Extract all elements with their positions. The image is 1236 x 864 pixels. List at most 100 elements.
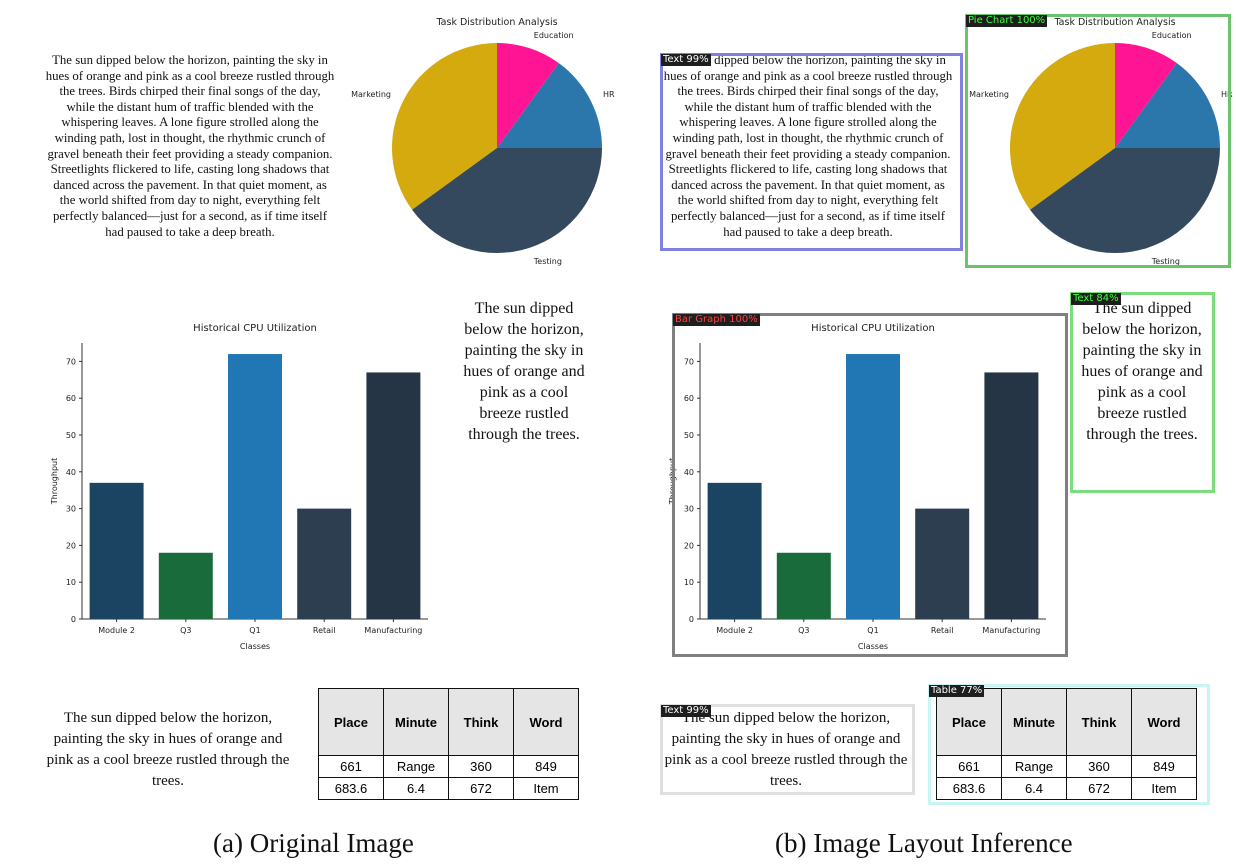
table-row: 683.6 6.4 672 Item — [936, 777, 1197, 800]
detection-label: Text 84% — [1071, 293, 1121, 305]
bar — [915, 508, 970, 619]
pie-label: Education — [534, 31, 574, 40]
x-tick-label: Manufacturing — [364, 626, 422, 635]
bar — [707, 482, 762, 619]
table-header-cell: Minute — [1001, 688, 1067, 756]
x-tick-label: Q3 — [798, 626, 809, 635]
original-image-panel: The sun dipped below the horizon, painti… — [0, 0, 618, 830]
x-axis-label: Classes — [858, 642, 888, 651]
table-cell: 672 — [1066, 777, 1132, 800]
y-tick-label: 30 — [684, 505, 694, 514]
y-tick-label: 30 — [66, 505, 76, 514]
pie-slice — [392, 43, 497, 210]
pie-slice — [412, 148, 602, 254]
y-tick-label: 70 — [66, 357, 76, 366]
y-tick-label: 20 — [684, 541, 694, 550]
pie-slice — [1115, 63, 1220, 148]
table-header-cell: Word — [513, 688, 579, 756]
short-paragraph-bottom: The sun dipped below the horizon, painti… — [664, 710, 908, 789]
table-cell: 849 — [513, 755, 579, 778]
data-table: Place Minute Think Word 661 Range 360 849 683.6 6… — [936, 688, 1197, 800]
table-cell: 683.6 — [936, 777, 1002, 800]
detection-box-text-right: Text 84% — [1070, 292, 1215, 493]
pie-label: Testing — [533, 257, 562, 266]
long-paragraph: The sun dipped below the horizon, painti… — [663, 53, 953, 239]
x-tick-label: Q3 — [180, 626, 191, 635]
bar-title: Historical CPU Utilization — [811, 323, 935, 334]
short-paragraph-right: The sun dipped below the horizon, painti… — [1081, 300, 1203, 443]
table-header-cell: Think — [1066, 688, 1132, 756]
detection-box-table: Table 77% — [928, 684, 1210, 805]
bar — [158, 552, 213, 619]
y-axis-label: Throughput — [50, 458, 59, 505]
caption-inference: (b) Image Layout Inference — [775, 828, 1073, 858]
bar — [984, 372, 1039, 619]
table-cell: Item — [1131, 777, 1197, 800]
pie-label: Education — [1152, 31, 1192, 40]
pie-chart: Task Distribution Analysis HR Education Mar… — [351, 17, 615, 266]
pie-slice — [1115, 43, 1177, 148]
pie-slice — [1010, 43, 1115, 210]
table-row: 661 Range 360 849 — [318, 755, 579, 778]
bar-title: Historical CPU Utilization — [193, 323, 317, 334]
y-tick-label: 40 — [684, 468, 694, 477]
bar-chart: Historical CPU Utilization 0 10 20 30 40 50 60 7… — [668, 323, 1046, 651]
pie-title: Task Distribution Analysis — [1053, 17, 1175, 28]
table-header-cell: Word — [1131, 688, 1197, 756]
pie-label: Marketing — [351, 90, 391, 99]
table-cell: Range — [383, 755, 449, 778]
pie-chart: Task Distribution Analysis HR Education Mar… — [969, 17, 1233, 266]
pie-slice — [497, 43, 559, 148]
detection-box-bar-graph: Bar Graph 100% — [672, 313, 1068, 657]
y-tick-label: 40 — [66, 468, 76, 477]
y-tick-label: 50 — [684, 431, 694, 440]
table-cell: 672 — [448, 777, 514, 800]
y-tick-label: 0 — [71, 615, 76, 624]
x-tick-label: Module 2 — [98, 626, 135, 635]
table-header-cell: Place — [936, 688, 1002, 756]
bar — [297, 508, 352, 619]
table-cell: 661 — [318, 755, 384, 778]
bar — [846, 354, 900, 619]
y-tick-label: 10 — [684, 578, 694, 587]
caption-original: (a) Original Image — [213, 828, 414, 858]
y-tick-label: 60 — [684, 394, 694, 403]
table-header-row: Place Minute Think Word — [318, 688, 579, 756]
y-tick-label: 60 — [66, 394, 76, 403]
x-tick-label: Manufacturing — [982, 626, 1040, 635]
table-cell: 360 — [448, 755, 514, 778]
detection-box-text-long: Text 99% — [660, 53, 963, 251]
y-tick-label: 20 — [66, 541, 76, 550]
x-tick-label: Module 2 — [716, 626, 753, 635]
table-cell: 6.4 — [383, 777, 449, 800]
data-table: Place Minute Think Word 661 Range 360 849 683.6 6… — [318, 688, 579, 800]
x-tick-label: Retail — [313, 626, 336, 635]
y-tick-label: 70 — [684, 357, 694, 366]
detection-label: Bar Graph 100% — [673, 314, 760, 326]
pie-title: Task Distribution Analysis — [435, 17, 557, 28]
table-row: 683.6 6.4 672 Item — [318, 777, 579, 800]
x-tick-label: Q1 — [249, 626, 260, 635]
pie-slice — [1030, 148, 1220, 254]
pie-label: HR — [603, 90, 615, 99]
bar — [776, 552, 831, 619]
x-tick-label: Retail — [931, 626, 954, 635]
pie-label: Testing — [1151, 257, 1180, 266]
long-paragraph: The sun dipped below the horizon, painti… — [45, 53, 335, 239]
detection-box-pie-chart: Pie Chart 100% — [965, 14, 1231, 268]
bar — [89, 482, 144, 619]
bar — [366, 372, 421, 619]
detection-label: Text 99% — [661, 54, 711, 66]
y-tick-label: 0 — [689, 615, 694, 624]
detection-label: Pie Chart 100% — [966, 15, 1048, 27]
short-paragraph-bottom: The sun dipped below the horizon, painti… — [46, 710, 290, 789]
bar-chart: Historical CPU Utilization 0 10 20 30 40 50 60 7… — [50, 323, 428, 651]
short-paragraph-right: The sun dipped below the horizon, painti… — [463, 300, 585, 443]
pie-label: Marketing — [969, 90, 1009, 99]
table-header-cell: Think — [448, 688, 514, 756]
pie-slice — [497, 63, 602, 148]
pie-label: HR — [1221, 90, 1233, 99]
layout-inference-panel: The sun dipped below the horizon, painti… — [618, 0, 1236, 830]
y-tick-label: 50 — [66, 431, 76, 440]
table-header-row: Place Minute Think Word — [936, 688, 1197, 756]
